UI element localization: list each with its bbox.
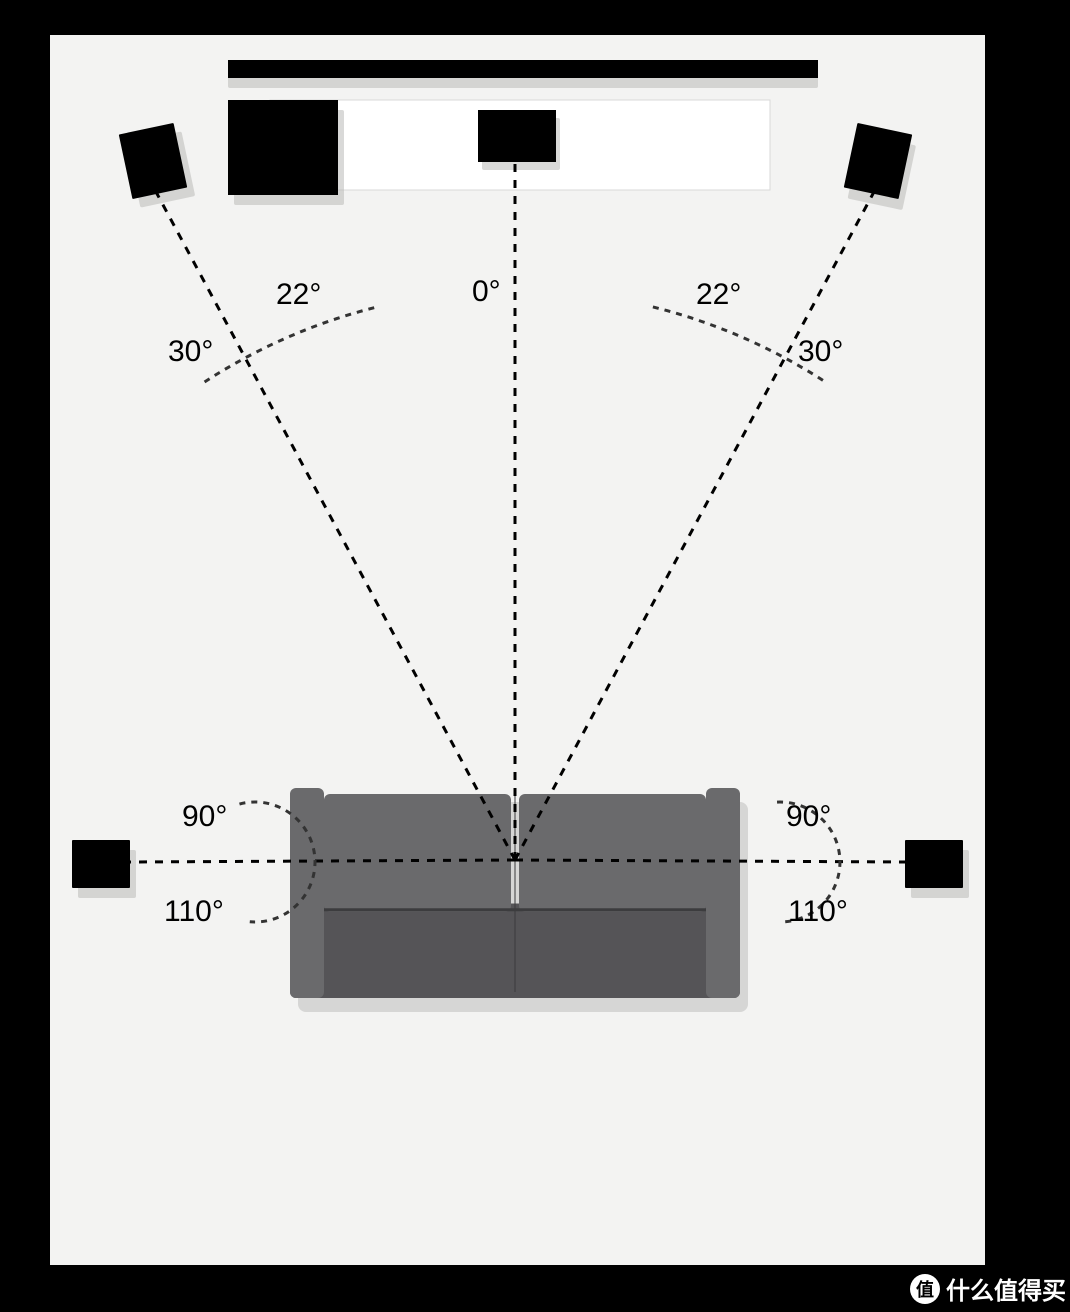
angle-label: 22° xyxy=(696,278,741,312)
surround-right-speaker xyxy=(905,840,969,898)
angle-label: 90° xyxy=(786,800,831,834)
center-speaker xyxy=(478,110,556,162)
angle-label: 22° xyxy=(276,278,321,312)
surround-left-speaker xyxy=(72,840,136,898)
watermark-badge-icon: 值 xyxy=(910,1274,940,1304)
subwoofer xyxy=(228,100,338,195)
angle-label: 90° xyxy=(182,800,227,834)
watermark: 值 什么值得买 xyxy=(910,1271,1070,1306)
watermark-text: 什么值得买 xyxy=(946,1271,1066,1306)
angle-label: 0° xyxy=(472,275,501,309)
angle-label: 30° xyxy=(798,335,843,369)
sofa xyxy=(290,788,740,998)
room-floor xyxy=(50,35,985,1265)
angle-label: 110° xyxy=(788,895,848,929)
angle-label: 30° xyxy=(168,335,213,369)
diagram-frame: 0° 22° 30° 22° 30° 90° 110° 90° 110° 值 什么值得买 xyxy=(0,0,1070,1312)
angle-label: 110° xyxy=(164,895,224,929)
diagram-svg xyxy=(0,0,1070,1312)
tv-bar xyxy=(228,60,818,78)
